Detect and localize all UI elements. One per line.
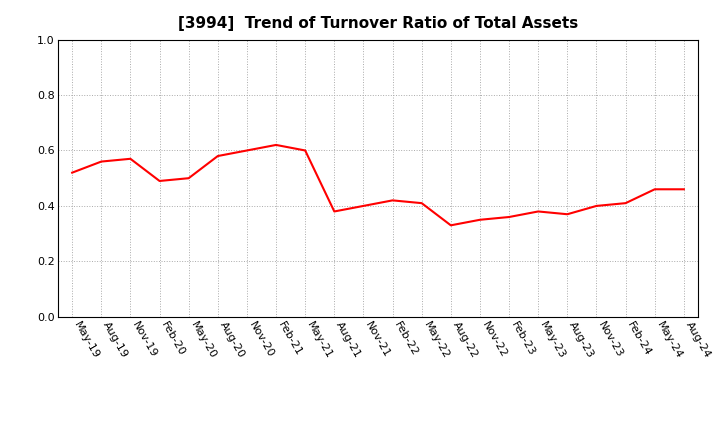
Title: [3994]  Trend of Turnover Ratio of Total Assets: [3994] Trend of Turnover Ratio of Total … xyxy=(178,16,578,32)
